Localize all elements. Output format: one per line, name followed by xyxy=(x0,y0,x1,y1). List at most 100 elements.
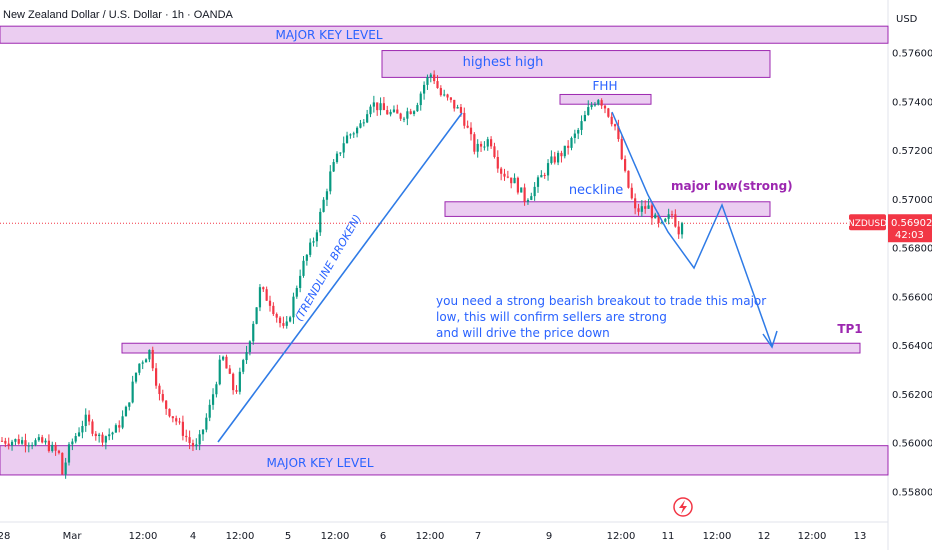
candle xyxy=(27,442,30,453)
candle xyxy=(366,109,369,124)
candle xyxy=(680,221,684,239)
x-tick-label: 13 xyxy=(854,531,867,542)
zone-neckline[interactable] xyxy=(444,201,771,217)
candle xyxy=(77,427,81,437)
candle xyxy=(342,136,345,159)
zone-label-tp1: TP1 xyxy=(837,322,862,336)
candle xyxy=(252,321,255,345)
candle xyxy=(593,102,597,107)
candle xyxy=(121,410,124,430)
candle xyxy=(329,165,332,195)
candle xyxy=(17,434,20,445)
candle xyxy=(138,363,141,376)
y-tick-label: 0.57000 xyxy=(892,195,932,206)
candle xyxy=(617,119,620,142)
zone-label-highest-high: highest high xyxy=(463,55,544,70)
candle xyxy=(124,405,128,417)
candle xyxy=(181,415,184,441)
candle xyxy=(175,415,178,426)
lightning-icon[interactable] xyxy=(673,497,693,517)
candle xyxy=(500,166,503,181)
candle xyxy=(178,417,181,425)
candle xyxy=(67,442,71,466)
candle xyxy=(0,436,4,442)
candle xyxy=(238,367,241,395)
candle xyxy=(31,442,34,450)
candle xyxy=(134,372,138,384)
zone-highest-high[interactable] xyxy=(381,50,771,78)
candle xyxy=(399,112,402,122)
candle xyxy=(506,170,509,179)
candle xyxy=(466,120,469,129)
candle xyxy=(71,438,74,451)
candle xyxy=(543,172,546,179)
candle xyxy=(620,134,623,161)
candle xyxy=(322,197,325,213)
candle xyxy=(640,200,643,217)
candle xyxy=(248,340,251,356)
candle xyxy=(479,141,483,152)
x-tick-label: 12:00 xyxy=(607,531,636,542)
note-line: low, this will confirm sellers are stron… xyxy=(436,310,667,324)
candle xyxy=(185,429,188,442)
candle xyxy=(81,420,84,439)
candle xyxy=(104,435,107,450)
zone-major-key-top[interactable] xyxy=(0,25,889,44)
candle xyxy=(295,285,298,299)
candle xyxy=(416,102,419,112)
candle xyxy=(449,97,452,103)
candle xyxy=(402,116,406,123)
candle xyxy=(235,385,238,394)
zone-fhh[interactable] xyxy=(559,93,652,105)
note-line: you need a strong bearish breakout to tr… xyxy=(436,294,766,308)
y-tick-label: 0.57200 xyxy=(892,146,932,157)
major-low-label: major low(strong) xyxy=(671,179,793,193)
x-tick-label: Mar xyxy=(63,531,83,542)
candle xyxy=(201,429,205,441)
candle xyxy=(456,104,459,109)
candle xyxy=(473,132,476,155)
candle xyxy=(624,155,627,173)
candle xyxy=(359,119,362,129)
candle xyxy=(376,102,379,116)
candle xyxy=(91,419,94,437)
candle xyxy=(533,182,536,201)
candle xyxy=(677,221,680,239)
zone-tp1[interactable] xyxy=(121,342,861,354)
candle xyxy=(389,109,392,117)
candle xyxy=(302,255,305,278)
candle xyxy=(557,150,560,166)
candle xyxy=(195,438,198,450)
candle xyxy=(155,363,158,389)
candle xyxy=(191,439,195,452)
candle xyxy=(292,292,295,324)
candle xyxy=(667,208,670,225)
candle xyxy=(503,168,506,181)
currency-label: USD xyxy=(896,14,918,25)
candle xyxy=(426,74,429,90)
candle xyxy=(128,402,131,411)
candle xyxy=(516,176,519,195)
candle xyxy=(526,198,530,205)
candle xyxy=(486,136,489,151)
candle xyxy=(379,97,382,116)
candle xyxy=(108,428,111,441)
zone-major-key-bottom[interactable] xyxy=(0,445,889,476)
projection-path[interactable] xyxy=(611,111,773,347)
x-tick-label: 12:00 xyxy=(798,531,827,542)
candle xyxy=(151,346,154,372)
candle xyxy=(644,200,647,214)
trendline[interactable] xyxy=(217,112,463,443)
x-tick-label: 12:00 xyxy=(703,531,732,542)
x-tick-label: 12:00 xyxy=(416,531,445,542)
candle xyxy=(339,152,342,157)
candle xyxy=(674,209,677,228)
candle xyxy=(406,107,409,126)
candle xyxy=(496,150,499,173)
x-tick-label: 11 xyxy=(662,531,675,542)
candle xyxy=(490,136,493,149)
candle xyxy=(382,96,385,111)
candle xyxy=(278,316,282,328)
